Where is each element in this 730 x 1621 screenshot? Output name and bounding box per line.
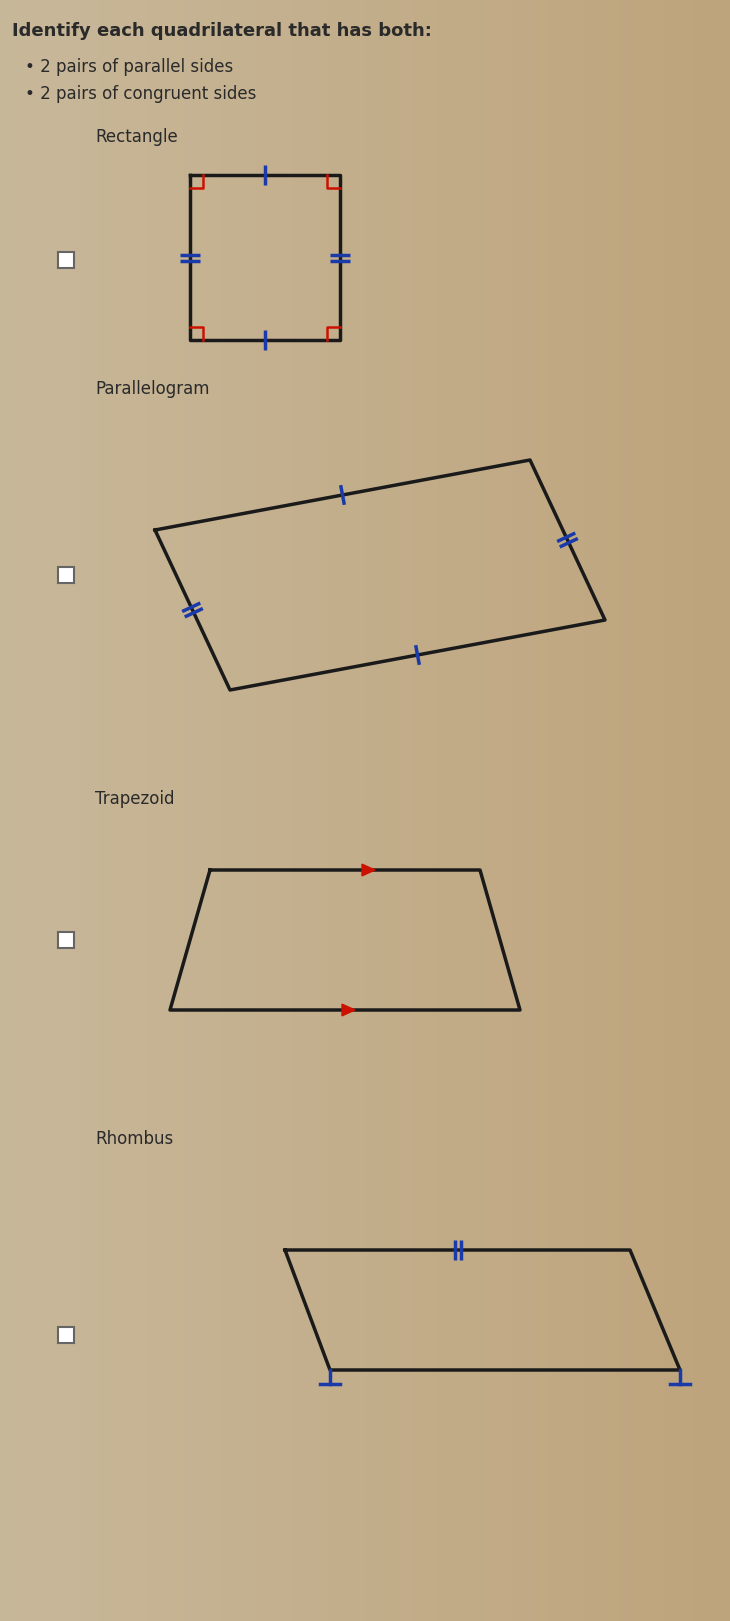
Polygon shape — [362, 864, 375, 875]
FancyBboxPatch shape — [58, 1328, 74, 1344]
Text: Identify each quadrilateral that has both:: Identify each quadrilateral that has bot… — [12, 23, 432, 41]
FancyBboxPatch shape — [58, 567, 74, 584]
FancyBboxPatch shape — [58, 251, 74, 267]
Text: • 2 pairs of congruent sides: • 2 pairs of congruent sides — [25, 84, 256, 104]
FancyBboxPatch shape — [58, 932, 74, 948]
Text: Rectangle: Rectangle — [95, 128, 177, 146]
Polygon shape — [342, 1003, 355, 1016]
Text: Trapezoid: Trapezoid — [95, 789, 174, 807]
Text: Parallelogram: Parallelogram — [95, 379, 210, 399]
Text: Rhombus: Rhombus — [95, 1130, 173, 1148]
Text: • 2 pairs of parallel sides: • 2 pairs of parallel sides — [25, 58, 234, 76]
